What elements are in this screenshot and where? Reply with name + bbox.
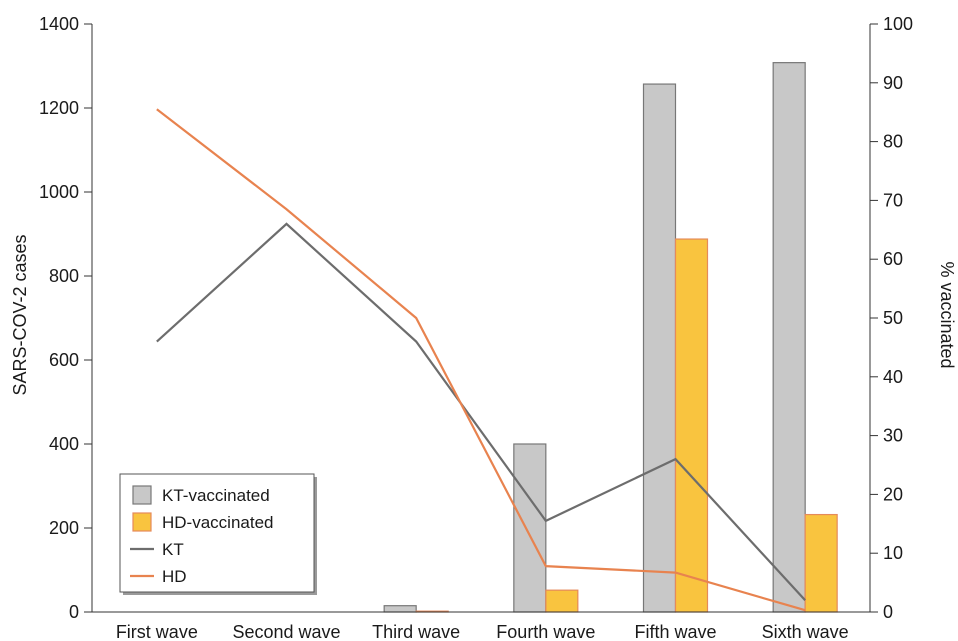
legend: KT-vaccinated HD-vaccinated KT HD	[119, 473, 317, 595]
legend-label-kt-vaccinated: KT-vaccinated	[162, 486, 270, 505]
legend-swatch-kt-vaccinated	[132, 485, 152, 505]
right-tick-label: 50	[883, 308, 903, 328]
plot-area	[156, 62, 838, 613]
left-tick-label: 1400	[39, 14, 79, 34]
right-tick-label: 0	[883, 602, 893, 622]
bar-kt-vaccinated	[513, 443, 547, 613]
right-tick-label: 100	[883, 14, 913, 34]
right-tick-label: 60	[883, 249, 903, 269]
bar-kt-vaccinated	[642, 83, 677, 613]
bar-kt-vaccinated	[772, 62, 806, 613]
x-tick-label: Fifth wave	[634, 622, 716, 641]
bar-hd-vaccinated	[545, 589, 579, 613]
legend-label-kt: KT	[162, 540, 184, 559]
legend-label-hd-vaccinated: HD-vaccinated	[162, 513, 274, 532]
x-tick-label: Sixth wave	[762, 622, 849, 641]
right-tick-label: 20	[883, 484, 903, 504]
bar-hd-vaccinated	[674, 238, 709, 613]
x-tick-label: Third wave	[372, 622, 460, 641]
line-kt	[156, 222, 806, 601]
left-tick-label: 600	[49, 350, 79, 370]
left-tick-label: 0	[69, 602, 79, 622]
legend-swatch-hd-vaccinated	[132, 512, 152, 532]
x-tick-label: Second wave	[232, 622, 340, 641]
right-tick-label: 80	[883, 132, 903, 152]
left-tick-label: 200	[49, 518, 79, 538]
right-tick-label: 10	[883, 543, 903, 563]
left-tick-label: 400	[49, 434, 79, 454]
legend-label-hd: HD	[162, 567, 187, 586]
right-tick-label: 70	[883, 190, 903, 210]
right-axis: 0 10 20 30 40 50 60 70 80 90 100	[869, 14, 913, 622]
bar-hd-vaccinated	[804, 513, 838, 613]
left-axis: 0 200 400 600 800 1000 1200 1400	[39, 14, 93, 622]
x-axis: First wave Second wave Third wave Fourth wa…	[92, 611, 870, 641]
right-tick-label: 90	[883, 73, 903, 93]
bar-kt-vaccinated	[383, 605, 417, 613]
y-axis-title: SARS-COV-2 cases	[10, 234, 30, 395]
y2-axis-title: % vaccinated	[937, 261, 957, 368]
x-tick-label: Fourth wave	[496, 622, 595, 641]
right-tick-label: 40	[883, 367, 903, 387]
x-tick-label: First wave	[116, 622, 198, 641]
line-hd	[156, 108, 806, 612]
left-tick-label: 800	[49, 266, 79, 286]
left-tick-label: 1000	[39, 182, 79, 202]
legend-box	[119, 473, 315, 593]
right-tick-label: 30	[883, 426, 903, 446]
left-tick-label: 1200	[39, 98, 79, 118]
